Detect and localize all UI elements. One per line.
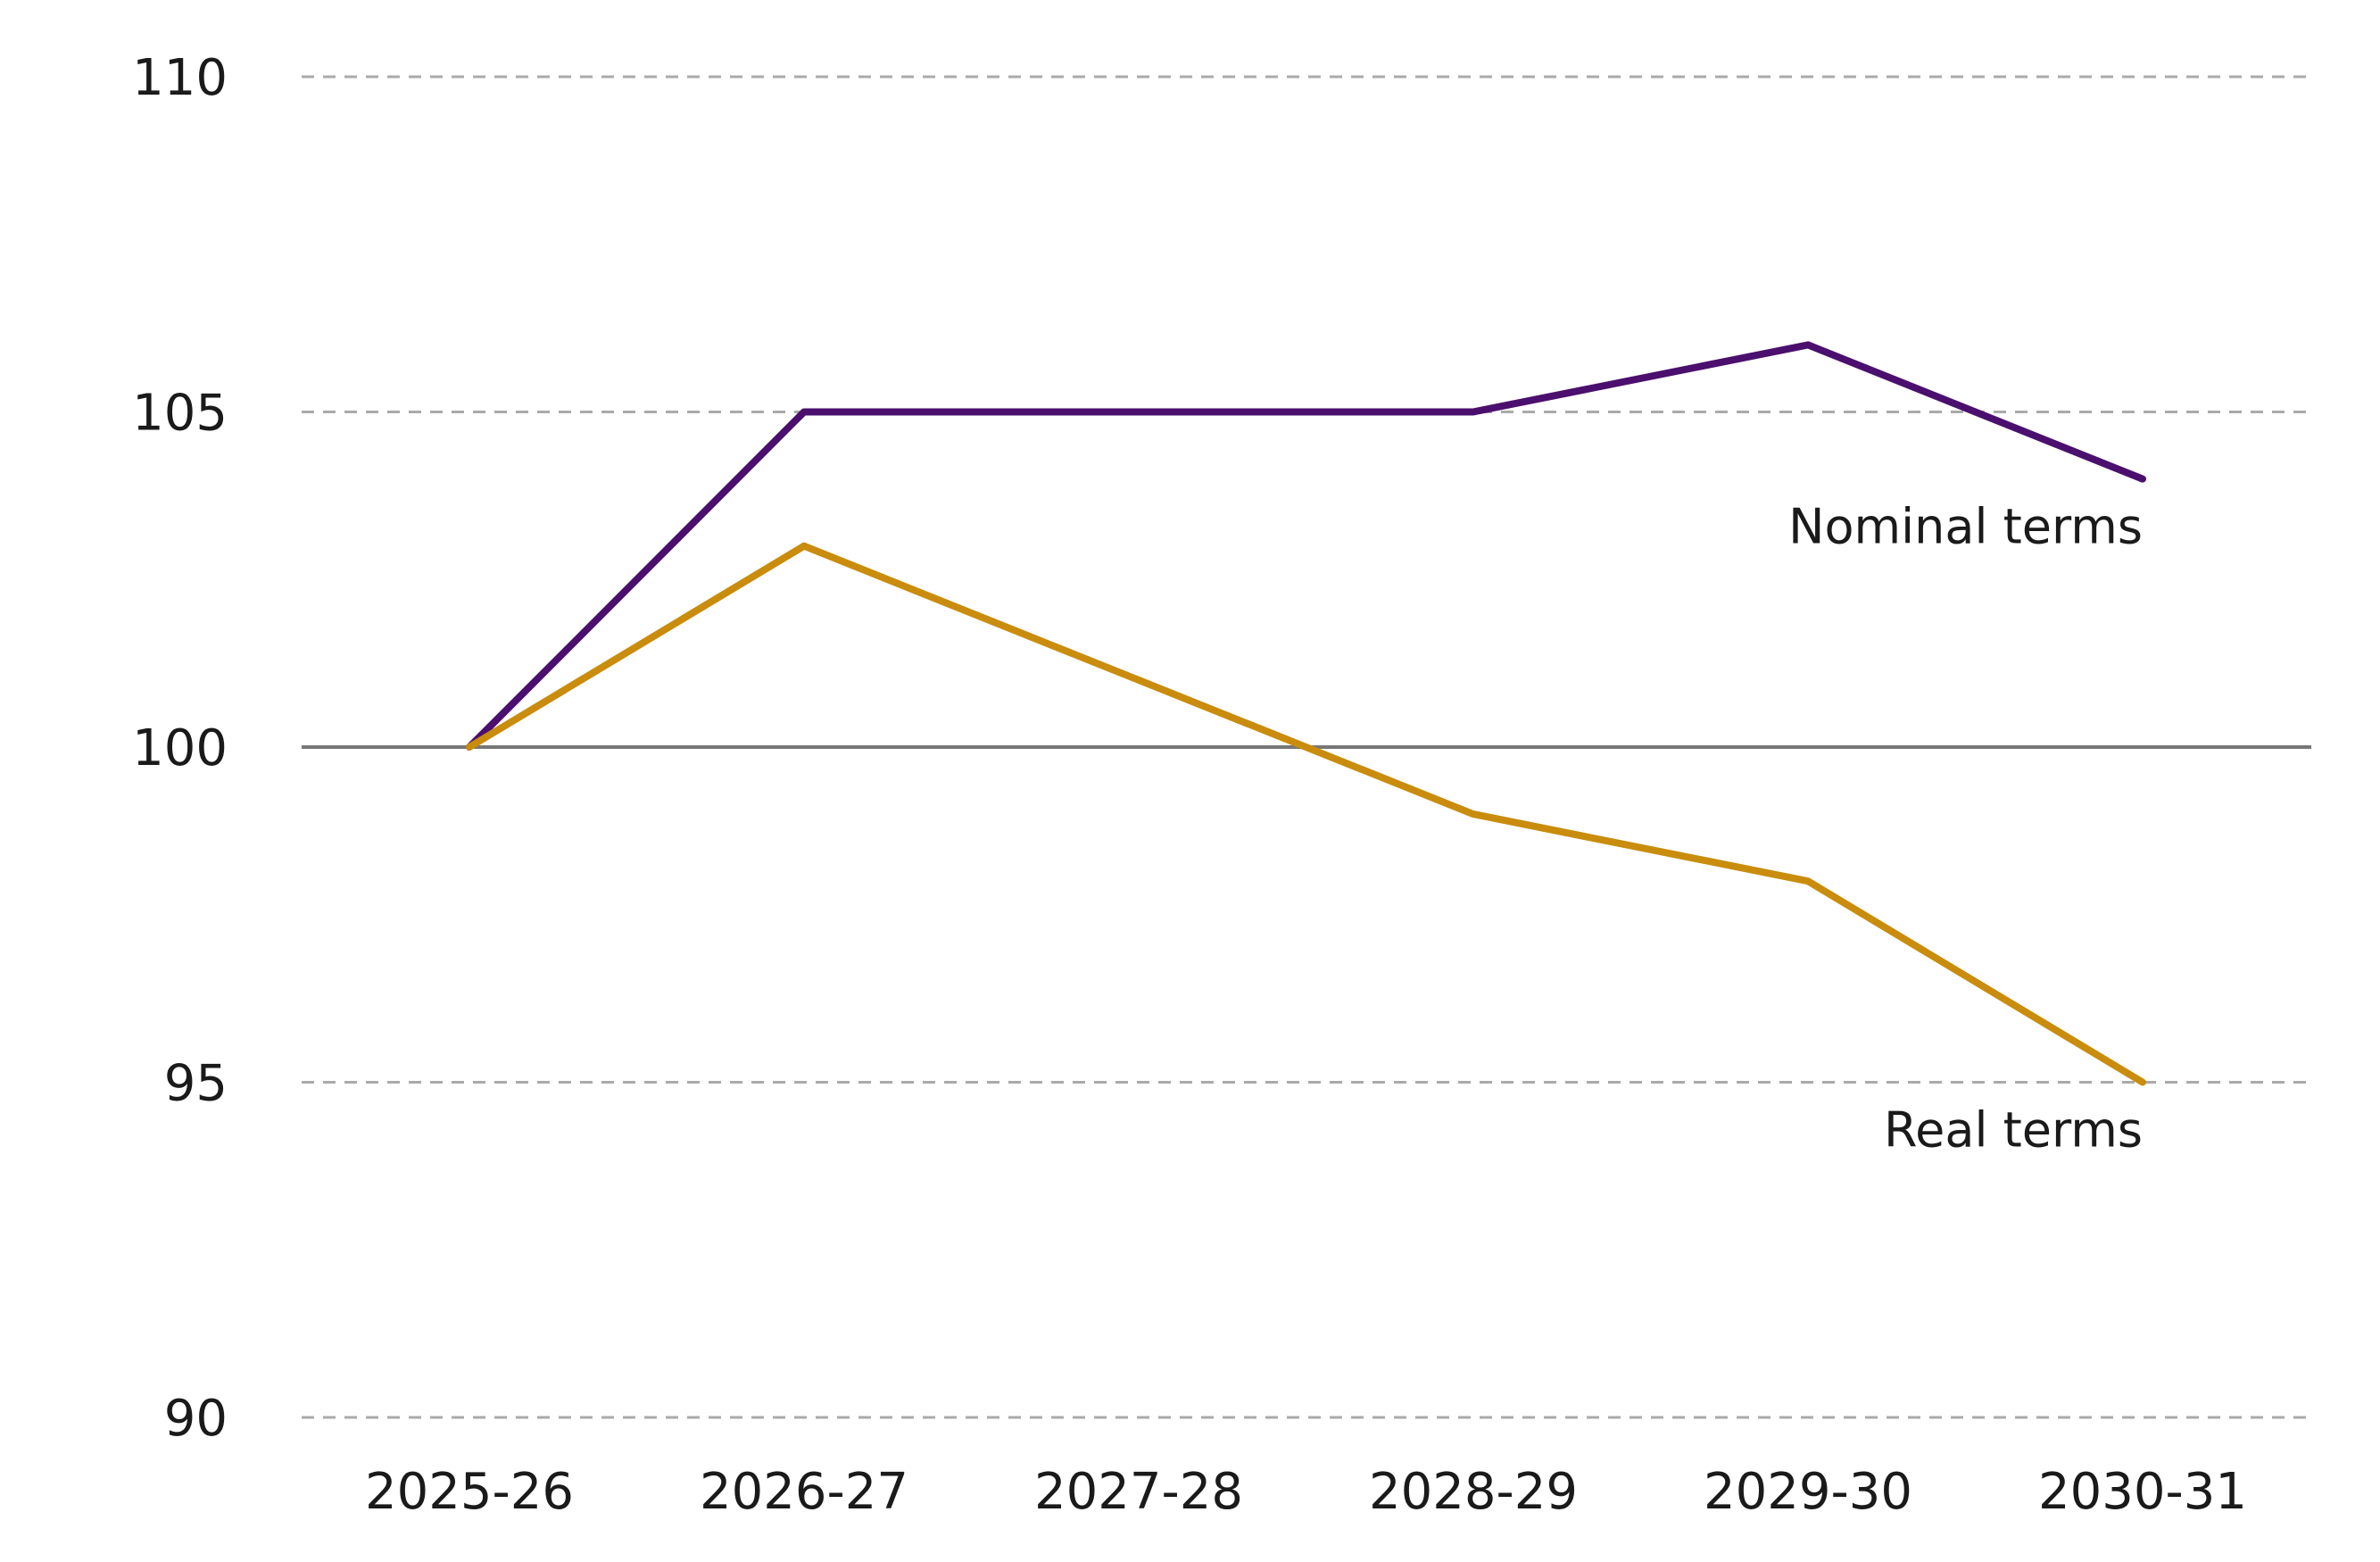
data-point <box>2142 1081 2144 1084</box>
y-tick-label: 90 <box>164 1390 228 1448</box>
data-point <box>803 411 805 413</box>
x-tick-label: 2025-26 <box>365 1463 574 1521</box>
series-lines <box>466 341 2146 1086</box>
data-point <box>803 544 805 547</box>
y-tick-label: 110 <box>132 49 228 107</box>
series-line-nominal-terms <box>466 341 2146 751</box>
y-axis-tick-labels: 90 95 100 105 110 <box>132 49 228 1448</box>
data-point <box>469 746 470 748</box>
series-label: Real terms <box>1884 1102 2143 1159</box>
x-tick-label: 2027-28 <box>1034 1463 1243 1521</box>
x-tick-label: 2030-31 <box>2038 1463 2247 1521</box>
series-line-real-terms <box>466 542 2146 1086</box>
x-tick-label: 2028-29 <box>1369 1463 1578 1521</box>
data-point <box>2142 478 2144 480</box>
x-axis-tick-labels: 2025-26 2026-27 2027-28 2028-29 2029-30 2030-… <box>365 1463 2247 1521</box>
x-tick-label: 2029-30 <box>1704 1463 1912 1521</box>
data-point <box>1807 344 1809 346</box>
data-point <box>1807 880 1809 883</box>
data-point <box>1472 813 1474 816</box>
x-tick-label: 2026-27 <box>700 1463 908 1521</box>
y-tick-label: 100 <box>132 719 228 777</box>
data-point <box>1138 411 1140 413</box>
data-point <box>1138 678 1140 681</box>
data-point <box>1472 411 1474 413</box>
y-tick-label: 95 <box>164 1055 228 1113</box>
series-labels: Nominal terms Real terms <box>1788 499 2143 1159</box>
series-label: Nominal terms <box>1788 499 2143 555</box>
y-tick-label: 105 <box>132 385 228 443</box>
